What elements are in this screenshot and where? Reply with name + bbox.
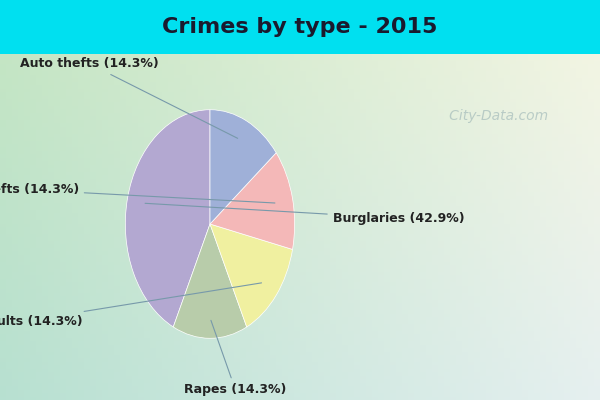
Wedge shape xyxy=(210,110,276,224)
Wedge shape xyxy=(173,224,247,338)
Wedge shape xyxy=(210,224,293,327)
Text: City-Data.com: City-Data.com xyxy=(436,109,548,123)
Text: Thefts (14.3%): Thefts (14.3%) xyxy=(0,183,275,203)
Wedge shape xyxy=(125,110,210,327)
Text: Rapes (14.3%): Rapes (14.3%) xyxy=(184,320,287,396)
Text: Auto thefts (14.3%): Auto thefts (14.3%) xyxy=(20,58,238,138)
Wedge shape xyxy=(210,153,295,250)
Text: Burglaries (42.9%): Burglaries (42.9%) xyxy=(145,203,464,225)
Text: Crimes by type - 2015: Crimes by type - 2015 xyxy=(163,17,437,37)
Text: Assaults (14.3%): Assaults (14.3%) xyxy=(0,283,262,328)
